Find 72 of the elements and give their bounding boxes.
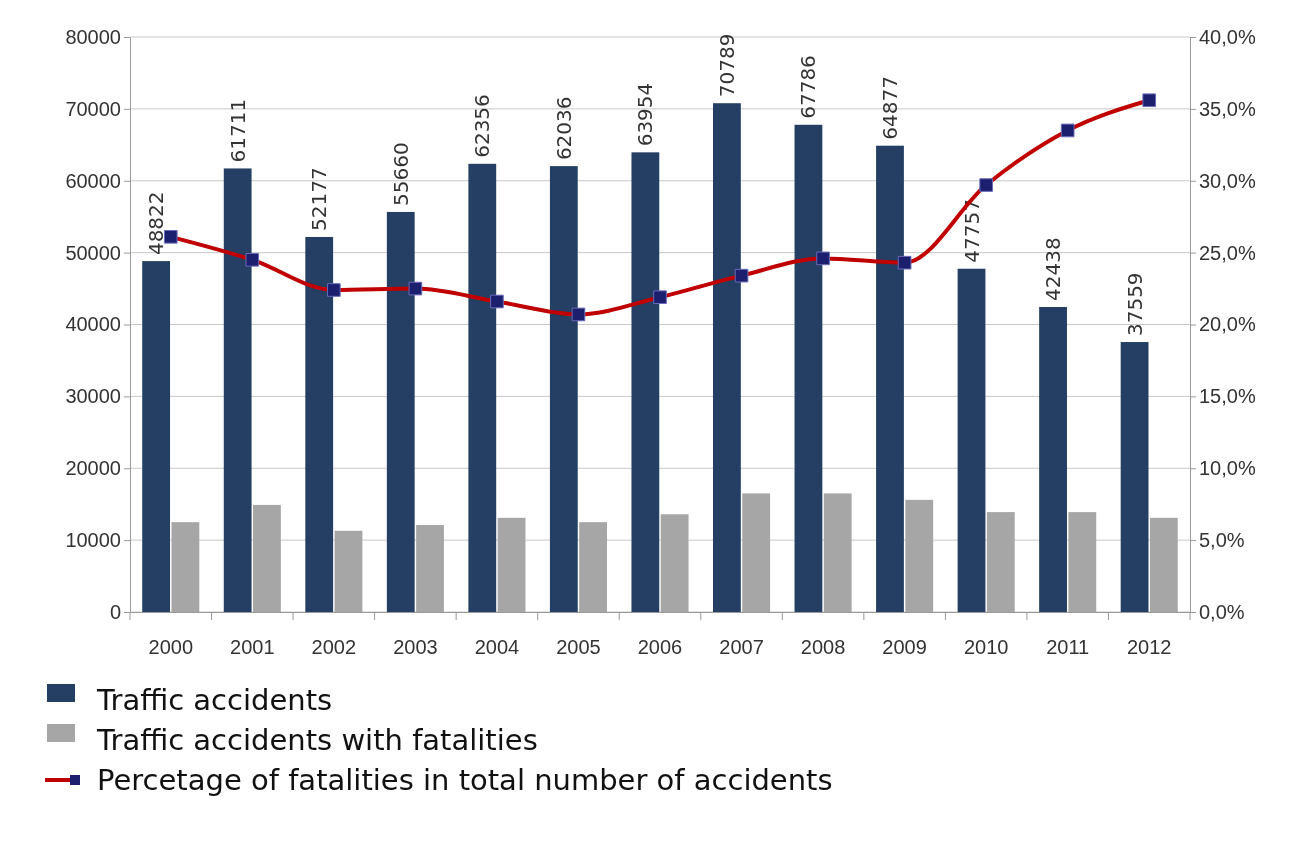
bar: [742, 493, 771, 612]
bar: [549, 166, 578, 612]
bar: [660, 514, 689, 612]
bar: [1039, 306, 1067, 612]
x-tick-label: 2011: [1046, 636, 1090, 659]
bar: [416, 525, 444, 612]
x-tick-label: 2010: [963, 636, 1009, 659]
bar: [713, 103, 741, 612]
bar: [305, 236, 334, 612]
data-label: 61711: [225, 98, 250, 163]
y-tick-label: 70000: [65, 97, 121, 120]
y2-tick-label: 40,0%: [1199, 25, 1256, 48]
x-tick-label: 2002: [311, 636, 357, 659]
bar: [468, 163, 497, 612]
bar: [631, 152, 660, 612]
data-label: 63954: [633, 82, 658, 147]
legend-label: Percetage of fatalities in total number of accidents: [97, 763, 833, 797]
bar: [386, 211, 415, 612]
y-tick-label: 0: [109, 600, 121, 623]
x-tick-label: 2008: [800, 636, 846, 659]
y2-tick-label: 30,0%: [1199, 169, 1256, 192]
x-tick-label: 2005: [556, 636, 601, 659]
y2-tick-label: 20,0%: [1199, 313, 1256, 336]
y-tick-label: 50000: [65, 241, 121, 264]
bar: [823, 493, 852, 612]
y-tick-label: 60000: [65, 169, 121, 192]
bar: [223, 168, 252, 612]
bar: [876, 145, 904, 612]
bar: [1068, 512, 1097, 612]
bar: [253, 504, 281, 612]
data-label: 62036: [551, 96, 576, 161]
y-tick-label: 80000: [65, 25, 121, 48]
bar: [1149, 517, 1178, 612]
bar: [986, 512, 1015, 612]
y-tick-label: 30000: [65, 385, 121, 408]
x-tick-label: 2003: [393, 636, 438, 659]
x-tick-label: 2012: [1126, 636, 1172, 659]
x-tick-label: 2000: [148, 636, 194, 659]
bar: [579, 522, 607, 612]
x-tick-label: 2004: [474, 636, 520, 659]
data-label: 62356: [470, 94, 495, 158]
y2-tick-label: 35,0%: [1199, 97, 1256, 120]
bar: [905, 499, 934, 612]
data-label: 55660: [388, 142, 413, 206]
data-label: 42438: [1041, 237, 1066, 301]
y2-tick-label: 15,0%: [1199, 385, 1256, 408]
bar: [334, 530, 363, 612]
x-tick-label: 2006: [637, 636, 683, 659]
data-label: 67786: [796, 55, 821, 119]
y2-tick-label: 0,0%: [1199, 600, 1245, 623]
legend-label: Traffic accidents: [96, 683, 333, 717]
data-label: 37559: [1122, 272, 1147, 337]
y-tick-label: 40000: [65, 313, 121, 336]
legend-label: Traffic accidents with fatalities: [96, 723, 538, 757]
data-label: 48822: [144, 191, 169, 256]
data-label: 52177: [307, 167, 332, 231]
y2-tick-label: 10,0%: [1199, 457, 1256, 480]
bar: [497, 517, 526, 612]
bar: [794, 124, 823, 612]
x-tick-label: 2001: [230, 636, 275, 659]
bar: [1120, 342, 1149, 612]
x-tick-label: 2007: [719, 636, 764, 659]
data-label: 70789: [714, 33, 739, 98]
bar: [957, 268, 986, 612]
y-tick-label: 10000: [65, 529, 121, 552]
bar: [142, 261, 171, 612]
y2-tick-label: 5,0%: [1199, 529, 1245, 552]
y-tick-label: 20000: [65, 457, 121, 480]
data-label: 64877: [877, 76, 902, 140]
x-tick-label: 2009: [882, 636, 927, 659]
bar: [171, 522, 200, 612]
y2-tick-label: 25,0%: [1199, 241, 1256, 264]
